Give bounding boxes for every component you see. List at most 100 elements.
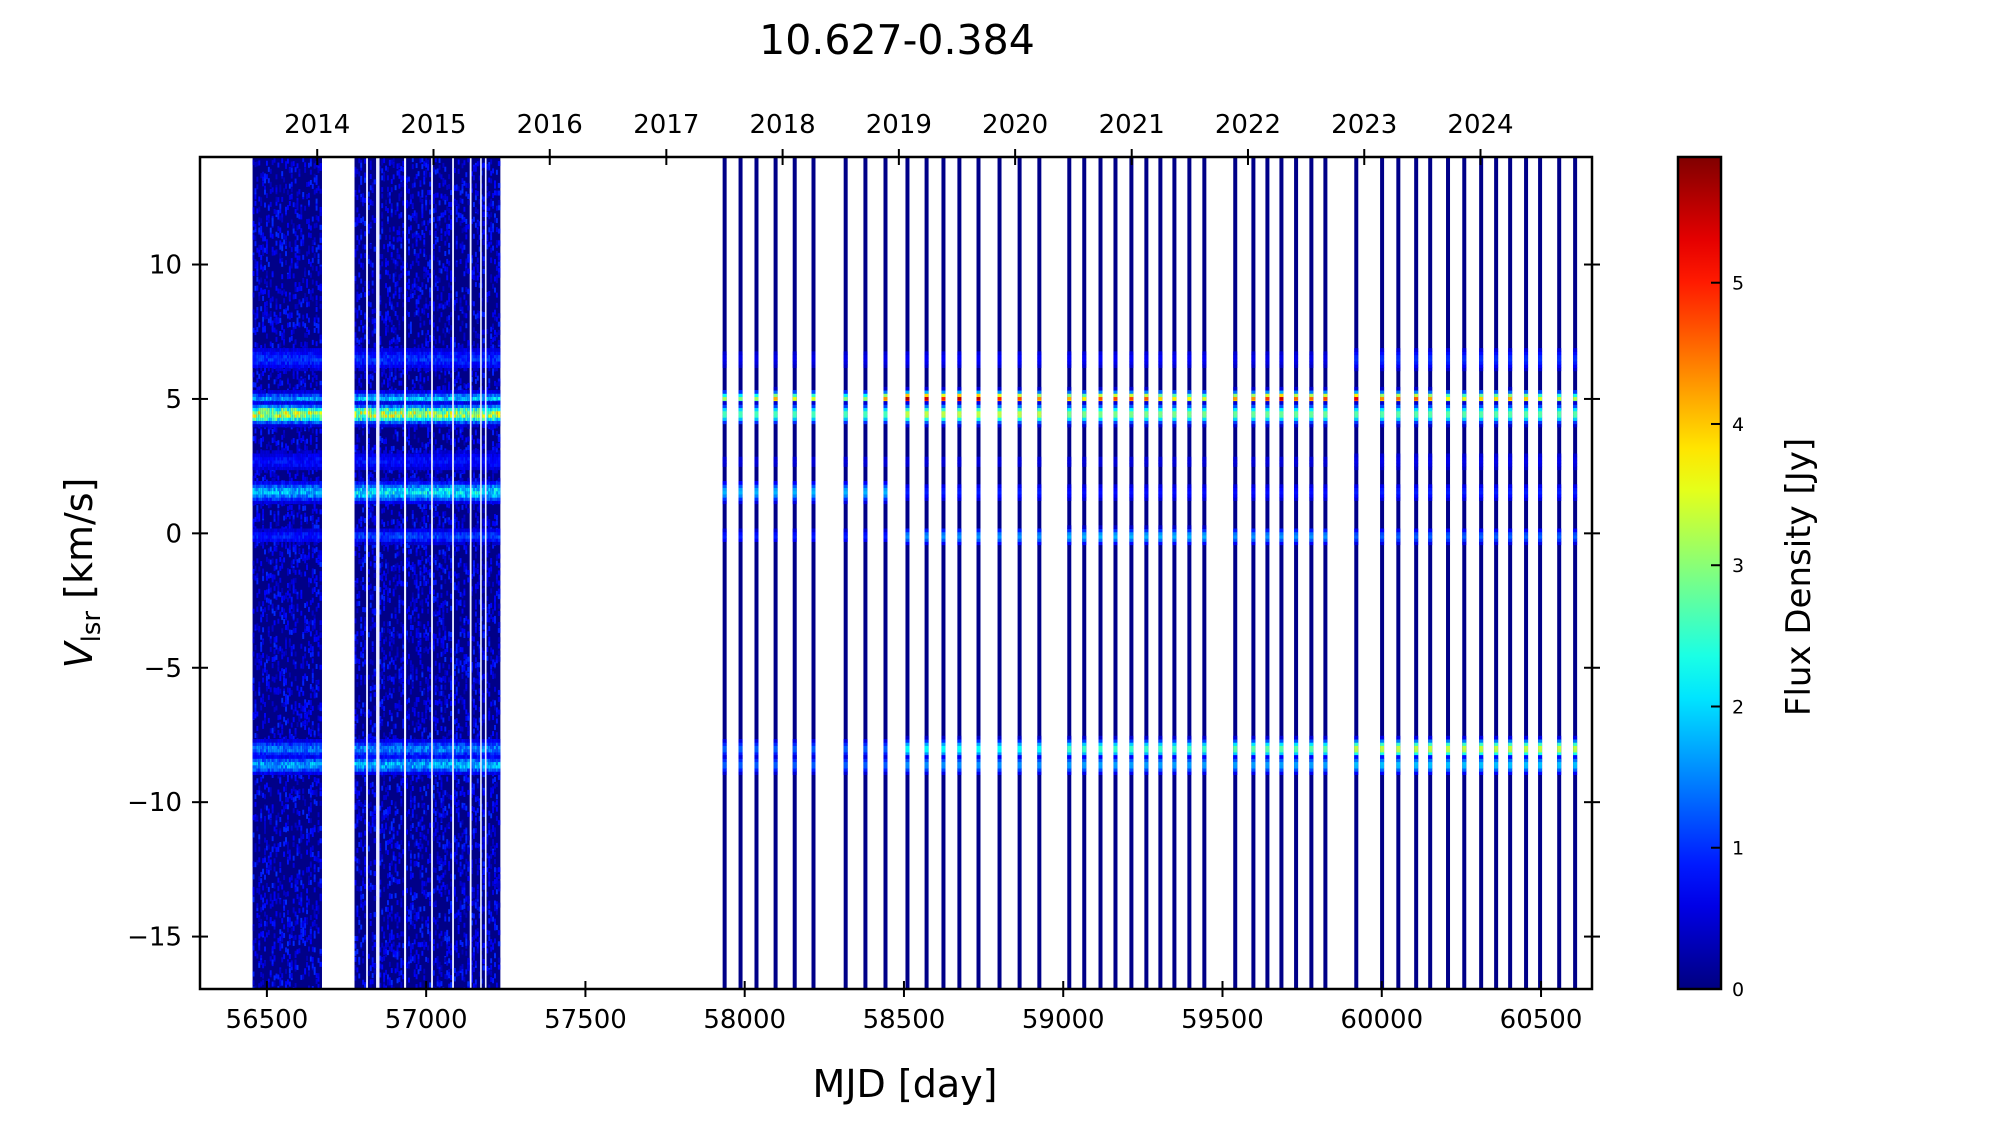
noise-cell — [285, 699, 288, 705]
heatmap-cell — [315, 407, 319, 412]
noise-cell — [296, 470, 300, 476]
observation-column — [262, 157, 265, 989]
heatmap-cell — [285, 534, 288, 539]
heatmap-cell — [313, 497, 317, 501]
heatmap-cell — [273, 450, 277, 455]
noise-cell — [300, 589, 303, 595]
heatmap-cell — [290, 755, 294, 759]
heatmap-cell — [311, 745, 315, 750]
noise-cell — [279, 817, 282, 823]
noise-cell — [264, 925, 267, 931]
noise-cell — [302, 474, 305, 480]
noise-cell — [285, 251, 288, 257]
noise-cell — [271, 772, 275, 778]
noise-cell — [273, 317, 277, 323]
observation-column — [286, 157, 290, 989]
noise-cell — [271, 836, 275, 842]
noise-cell — [286, 379, 290, 385]
heatmap-cell — [281, 758, 284, 763]
noise-cell — [288, 593, 292, 599]
noise-cell — [273, 924, 277, 930]
noise-cell — [260, 907, 263, 913]
heatmap-cell — [308, 528, 311, 533]
heatmap-cell — [302, 423, 305, 428]
heatmap-cell — [286, 481, 290, 485]
noise-cell — [311, 956, 315, 962]
heatmap-cell — [294, 493, 298, 498]
heatmap-cell — [309, 531, 313, 536]
heatmap-cell — [260, 463, 263, 467]
noise-cell — [313, 887, 317, 893]
noise-cell — [258, 690, 261, 696]
heatmap-cell — [258, 423, 261, 428]
heatmap-cell — [306, 450, 309, 455]
noise-cell — [294, 701, 298, 707]
noise-cell — [260, 264, 263, 270]
noise-cell — [273, 891, 277, 897]
heatmap-cell — [256, 481, 259, 485]
noise-cell — [358, 665, 361, 671]
noise-cell — [264, 289, 267, 295]
heatmap-cell — [285, 487, 288, 492]
heatmap-cell — [311, 413, 315, 418]
noise-cell — [311, 279, 315, 285]
heatmap-cell — [290, 357, 294, 362]
noise-cell — [319, 632, 322, 638]
heatmap-cell — [275, 490, 279, 495]
heatmap-cell — [262, 459, 265, 464]
heatmap-cell — [356, 764, 359, 769]
noise-cell — [281, 442, 284, 448]
heatmap-cell — [317, 393, 321, 398]
noise-cell — [292, 588, 296, 594]
heatmap-cell — [271, 538, 275, 542]
noise-cell — [286, 205, 290, 211]
noise-cell — [317, 927, 321, 933]
heatmap-cell — [313, 396, 317, 401]
noise-cell — [262, 963, 265, 969]
heatmap-cell — [354, 497, 358, 501]
heatmap-cell — [309, 453, 313, 458]
noise-cell — [269, 279, 273, 285]
noise-cell — [275, 314, 279, 320]
noise-cell — [283, 329, 286, 335]
noise-cell — [294, 323, 298, 329]
noise-cell — [267, 441, 271, 447]
noise-cell — [306, 962, 309, 968]
noise-cell — [279, 304, 282, 310]
noise-cell — [308, 329, 311, 335]
heatmap-cell — [302, 407, 305, 412]
noise-cell — [271, 727, 275, 733]
noise-cell — [279, 184, 282, 190]
noise-cell — [356, 245, 359, 251]
heatmap-cell — [267, 390, 271, 394]
noise-cell — [300, 593, 303, 599]
heatmap-cell — [269, 531, 273, 536]
heatmap-cell — [258, 490, 261, 495]
noise-cell — [262, 513, 265, 519]
heatmap-cell — [309, 742, 313, 746]
noise-cell — [311, 523, 315, 529]
heatmap-cell — [290, 450, 294, 455]
noise-cell — [354, 634, 358, 640]
noise-cell — [292, 343, 296, 349]
heatmap-cell — [283, 401, 286, 405]
noise-cell — [290, 524, 294, 530]
observation-column — [269, 157, 273, 989]
heatmap-cell — [296, 484, 300, 489]
noise-cell — [311, 428, 315, 434]
noise-cell — [279, 792, 282, 798]
noise-cell — [354, 879, 358, 885]
noise-cell — [313, 636, 317, 642]
heatmap-cell — [313, 354, 317, 359]
noise-cell — [267, 787, 271, 793]
noise-cell — [296, 255, 300, 261]
noise-cell — [273, 437, 277, 443]
heatmap-cell — [294, 742, 298, 746]
noise-cell — [258, 516, 261, 522]
noise-cell — [356, 207, 359, 213]
noise-cell — [356, 658, 359, 664]
heatmap-cell — [358, 390, 361, 394]
noise-cell — [260, 705, 263, 711]
noise-cell — [317, 559, 321, 565]
heatmap-cell — [283, 417, 286, 421]
